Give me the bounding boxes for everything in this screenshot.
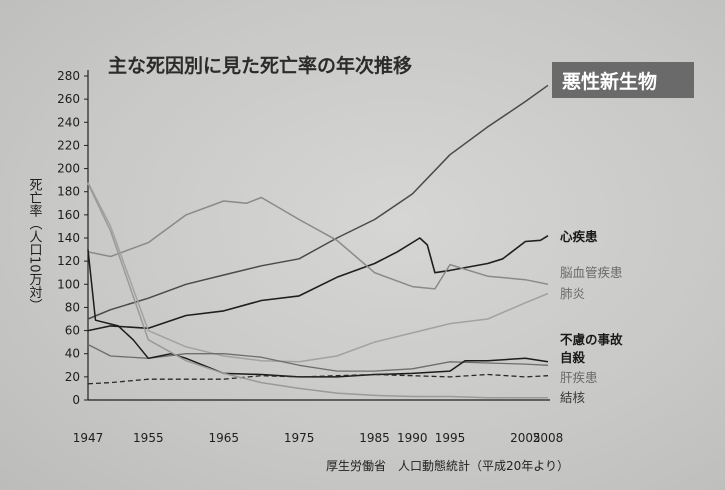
series-labels: 悪性新生物 心疾患 脳血管疾患 肺炎 不慮の事故 自殺 肝疾患 結核 [552, 62, 694, 405]
label-tuberculosis: 結核 [560, 390, 586, 405]
axes [87, 70, 550, 401]
x-tick-label: 1947 [73, 431, 104, 445]
x-tick-label: 1985 [359, 431, 390, 445]
y-tick-label: 20 [65, 370, 80, 384]
y-tick-label: 260 [57, 92, 80, 106]
y-axis-label-text: 死亡率（人口10万対） [27, 178, 43, 312]
series-line-3 [87, 182, 549, 363]
series-line-4 [87, 343, 549, 372]
y-tick-label: 160 [57, 208, 80, 222]
x-tick-label: 1975 [284, 431, 315, 445]
y-ticks: 0 20 40 60 80 100 120 140 160 180 200 220 240 260 280 [57, 69, 88, 407]
badge-malignant [552, 62, 694, 98]
label-liver: 肝疾患 [560, 370, 598, 385]
label-pneumonia: 肺炎 [560, 286, 585, 301]
series-line-1 [87, 235, 549, 332]
y-tick-label: 100 [57, 277, 80, 291]
series-line-6 [87, 373, 549, 385]
y-tick-label: 60 [65, 324, 80, 338]
series-line-0 [87, 84, 549, 320]
label-suicide: 自殺 [560, 350, 586, 365]
label-cerebrovascular: 脳血管疾患 [560, 265, 623, 280]
series-line-2 [87, 196, 549, 290]
chart-title: 主な死因別に見た死亡率の年次推移 [108, 54, 412, 77]
x-tick-label: 1990 [397, 431, 428, 445]
y-tick-label: 40 [65, 347, 80, 361]
y-tick-label: 200 [57, 162, 80, 176]
x-tick-label: 2005 [510, 431, 541, 445]
y-tick-label: 140 [57, 231, 80, 245]
x-tick-label: 1965 [208, 431, 239, 445]
x-tick-label: 1995 [435, 431, 466, 445]
x-tick-label: 1955 [133, 431, 164, 445]
label-accident: 不慮の事故 [560, 332, 623, 347]
y-tick-label: 280 [57, 69, 80, 83]
y-tick-label: 80 [65, 300, 80, 314]
label-malignant: 悪性新生物 [562, 70, 657, 93]
source-note: 厚生労働省 人口動態統計（平成20年より） [326, 458, 569, 473]
y-tick-label: 120 [57, 254, 80, 268]
y-axis-label: 死亡率（人口10万対） [27, 178, 43, 312]
series-lines [87, 84, 549, 399]
label-heart: 心疾患 [560, 229, 598, 244]
y-tick-label: 240 [57, 115, 80, 129]
x-tick-label: 2008 [533, 431, 564, 445]
y-tick-label: 0 [72, 393, 80, 407]
series-line-7 [87, 183, 548, 399]
y-tick-label: 180 [57, 185, 80, 199]
y-tick-label: 220 [57, 138, 80, 152]
